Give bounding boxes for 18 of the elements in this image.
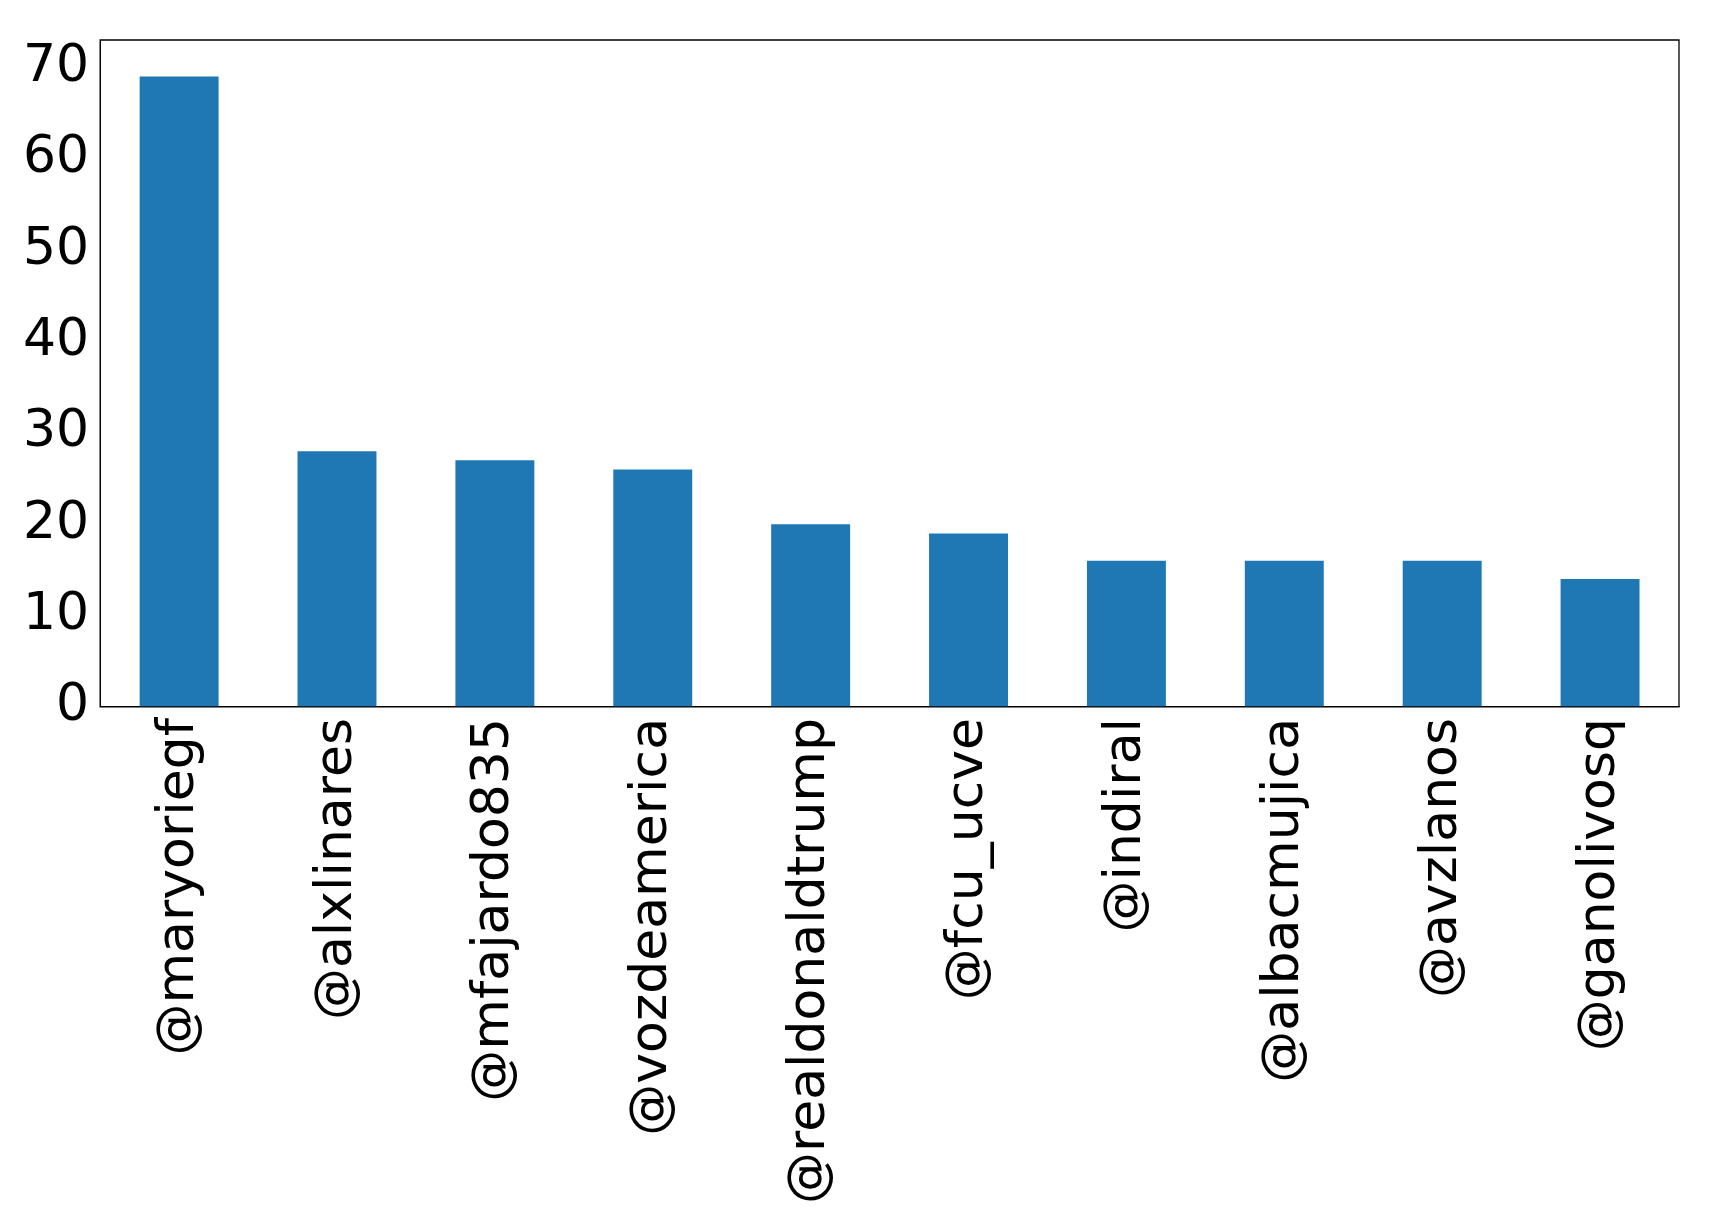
x-tick-label: @fcu_ucve — [934, 717, 995, 1001]
y-tick-label: 40 — [23, 307, 90, 368]
y-tick-label: 50 — [23, 215, 90, 276]
y-tick-label: 60 — [23, 124, 90, 185]
y-tick-label: 10 — [23, 581, 90, 642]
x-tick-label: @alxlinares — [302, 717, 363, 1021]
x-tick-label: @avzlanos — [1407, 717, 1468, 999]
x-tick-label: @maryoriegf — [144, 716, 205, 1056]
y-tick-label: 70 — [23, 32, 90, 93]
x-tick-label: @indiral — [1091, 717, 1152, 933]
y-tick-label: 20 — [23, 489, 90, 550]
x-tick-label: @ganolivosq — [1565, 717, 1626, 1052]
x-tick-label: @vozdeamerica — [618, 717, 679, 1136]
y-tick-label: 30 — [23, 398, 90, 459]
x-tick-label: @mfajardo835 — [460, 717, 521, 1102]
x-tick-label: @realdonaldtrump — [776, 717, 837, 1204]
y-tick-label: 0 — [56, 672, 90, 733]
x-tick-label: @albacmujica — [1249, 717, 1310, 1083]
